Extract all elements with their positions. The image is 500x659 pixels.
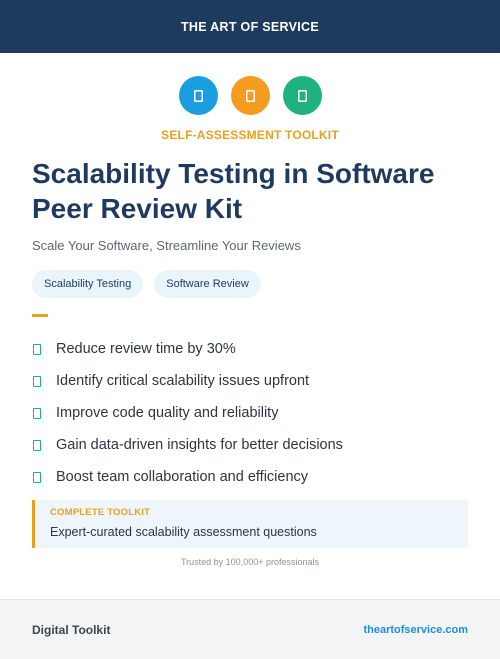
page-title: Scalability Testing in Software Peer Rev…: [32, 158, 435, 224]
tag-list: Scalability Testing Software Review: [32, 270, 261, 298]
brand-header: THE ART OF SERVICE: [0, 0, 500, 53]
clipboard-icon-badge: [230, 76, 270, 115]
benefit-item: Reduce review time by 30%: [32, 333, 472, 365]
benefit-text: Improve code quality and reliability: [56, 405, 279, 421]
benefit-list: Reduce review time by 30% Identify criti…: [32, 333, 472, 493]
footer-label: Digital Toolkit: [32, 622, 111, 637]
benefit-item: Improve code quality and reliability: [32, 397, 472, 429]
callout-text: Expert-curated scalability assessment qu…: [50, 525, 317, 539]
check-icon: [33, 375, 41, 387]
benefit-item: Boost team collaboration and efficiency: [32, 461, 472, 493]
book-icon: [193, 89, 203, 102]
page-footer: Digital Toolkit theartofservice.com: [0, 599, 500, 659]
toolkit-callout: COMPLETE TOOLKIT Expert-curated scalabil…: [32, 500, 468, 548]
check-icon: [33, 471, 41, 483]
icon-row: [0, 76, 500, 115]
clipboard-icon: [245, 89, 255, 102]
tag-scalability-testing: Scalability Testing: [32, 270, 144, 298]
check-icon: [33, 439, 41, 451]
benefit-text: Reduce review time by 30%: [56, 341, 236, 357]
benefit-item: Identify critical scalability issues upf…: [32, 365, 472, 397]
website-link[interactable]: theartofservice.com: [363, 623, 468, 636]
accent-divider: [32, 314, 48, 317]
check-icon: [33, 343, 41, 355]
benefit-text: Identify critical scalability issues upf…: [56, 373, 310, 389]
callout-label: COMPLETE TOOLKIT: [50, 507, 151, 518]
check-icon: [33, 407, 41, 419]
book-icon-badge: [178, 76, 218, 115]
benefit-item: Gain data-driven insights for better dec…: [32, 429, 472, 461]
page-subtitle: Scale Your Software, Streamline Your Rev…: [32, 238, 301, 253]
tag-software-review: Software Review: [154, 270, 261, 298]
benefit-text: Boost team collaboration and efficiency: [56, 469, 309, 485]
benefit-text: Gain data-driven insights for better dec…: [56, 437, 343, 453]
document-icon-badge: [282, 76, 322, 115]
trusted-note: Trusted by 100,000+ professionals: [180, 557, 319, 567]
document-icon: [297, 89, 307, 102]
toolkit-eyebrow: SELF-ASSESSMENT TOOLKIT: [161, 128, 339, 142]
brand-name: THE ART OF SERVICE: [180, 19, 320, 34]
